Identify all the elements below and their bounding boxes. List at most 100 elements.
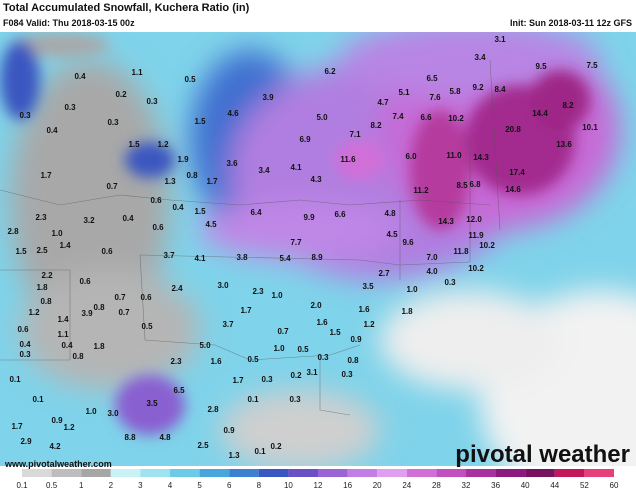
snowfall-value: 0.4 — [19, 340, 31, 349]
colorbar-swatch — [199, 469, 230, 477]
snowfall-value: 1.5 — [15, 247, 27, 256]
snowfall-value: 2.3 — [35, 213, 47, 222]
snowfall-value: 1.5 — [194, 117, 206, 126]
snowfall-value: 2.9 — [20, 437, 32, 446]
colorbar-label: 52 — [580, 481, 589, 490]
snowfall-value: 0.4 — [74, 72, 86, 81]
snowfall-value: 6.9 — [299, 135, 311, 144]
snowfall-value: 14.3 — [473, 153, 489, 162]
snowfall-value: 2.0 — [310, 301, 322, 310]
snowfall-value: 5.0 — [199, 341, 211, 350]
snowfall-value: 4.6 — [227, 109, 239, 118]
snowfall-value: 0.9 — [223, 426, 235, 435]
colorbar-label: 0.5 — [46, 481, 58, 490]
snowfall-value: 3.5 — [146, 399, 158, 408]
snowfall-value: 1.5 — [194, 207, 206, 216]
valid-time: F084 Valid: Thu 2018-03-15 00z — [3, 18, 135, 28]
snowfall-value: 2.8 — [7, 227, 19, 236]
snowfall-value: 10.2 — [479, 241, 495, 250]
snowfall-value: 1.4 — [59, 241, 71, 250]
snowfall-value: 3.7 — [163, 251, 175, 260]
snowfall-value: 11.9 — [468, 231, 484, 240]
snowfall-value: 6.2 — [324, 67, 336, 76]
snowfall-value: 4.5 — [386, 230, 398, 239]
colorbar-swatch — [406, 469, 437, 477]
snowfall-value: 4.7 — [377, 98, 389, 107]
snowfall-value: 3.6 — [226, 159, 238, 168]
colorbar-swatch — [110, 469, 141, 477]
snowfall-value: 1.7 — [40, 171, 52, 180]
snowfall-value: 2.5 — [36, 246, 48, 255]
snowfall-value: 1.0 — [85, 407, 97, 416]
snowfall-value: 0.3 — [341, 370, 353, 379]
snowfall-value: 1.3 — [228, 451, 240, 460]
snowfall-value: 13.6 — [556, 140, 572, 149]
snowfall-value: 3.4 — [258, 166, 270, 175]
snowfall-value: 7.0 — [426, 253, 438, 262]
snowfall-value: 8.8 — [124, 433, 136, 442]
snowfall-value: 0.6 — [152, 223, 164, 232]
snowfall-value: 1.7 — [206, 177, 218, 186]
colorbar-label: 36 — [491, 481, 500, 490]
snowfall-value: 4.3 — [310, 175, 322, 184]
snowfall-value: 12.0 — [466, 215, 482, 224]
snowfall-value: 6.8 — [469, 180, 481, 189]
snowfall-value: 0.1 — [9, 375, 21, 384]
snowfall-value: 2.5 — [197, 441, 209, 450]
snowfall-value: 0.3 — [317, 353, 329, 362]
snowfall-value: 1.8 — [401, 307, 413, 316]
colorbar-swatch — [229, 469, 259, 477]
snowfall-value: 0.5 — [297, 345, 309, 354]
snowfall-value: 0.7 — [114, 293, 126, 302]
snowfall-value: 1.4 — [57, 315, 69, 324]
snowfall-value: 3.8 — [236, 253, 248, 262]
snowfall-value: 4.8 — [159, 433, 171, 442]
snowfall-value: 1.2 — [63, 423, 75, 432]
snowfall-value: 0.9 — [51, 416, 63, 425]
colorbar-swatch — [525, 469, 555, 477]
snowfall-value: 0.1 — [32, 395, 44, 404]
snowfall-value: 4.5 — [205, 220, 217, 229]
snowfall-value: 0.5 — [247, 355, 259, 364]
colorbar-swatch — [466, 469, 496, 477]
colorbar-swatch — [347, 469, 378, 477]
snowfall-value: 1.0 — [51, 229, 63, 238]
colorbar-swatch — [258, 469, 289, 477]
snowfall-value: 1.7 — [232, 376, 244, 385]
colorbar-swatch — [436, 469, 466, 477]
snowfall-value: 3.2 — [83, 216, 95, 225]
colorbar-swatch — [554, 469, 585, 477]
snowfall-value: 10.1 — [582, 123, 598, 132]
snowfall-value: 0.8 — [93, 303, 105, 312]
colorbar-swatch — [288, 469, 318, 477]
colorbar-label: 6 — [227, 481, 232, 490]
snowfall-value: 7.1 — [349, 130, 361, 139]
snowfall-value: 17.4 — [509, 168, 525, 177]
snowfall-value: 0.6 — [101, 247, 113, 256]
snowfall-value: 0.3 — [19, 111, 31, 120]
snowfall-value: 6.5 — [173, 386, 185, 395]
snowfall-value: 6.6 — [420, 113, 432, 122]
colorbar-label: 16 — [343, 481, 352, 490]
snowfall-value: 0.4 — [172, 203, 184, 212]
snowfall-value: 0.6 — [140, 293, 152, 302]
colorbar-label: 1 — [79, 481, 84, 490]
colorbar-swatch — [584, 469, 614, 477]
colorbar-label: 0.1 — [16, 481, 28, 490]
snowfall-value: 14.3 — [438, 217, 454, 226]
snowfall-value: 1.3 — [164, 177, 176, 186]
snowfall-value: 0.2 — [290, 371, 302, 380]
snowfall-value: 6.4 — [250, 208, 262, 217]
snowfall-value: 14.6 — [505, 185, 521, 194]
colorbar-label: 5 — [197, 481, 202, 490]
snowfall-value: 6.0 — [405, 152, 417, 161]
init-time: Init: Sun 2018-03-11 12z GFS — [510, 18, 632, 28]
snowfall-value: 0.8 — [347, 356, 359, 365]
snowfall-value: 0.5 — [184, 75, 196, 84]
value-labels: 0.4 1.1 0.5 0.2 0.3 0.3 3.9 4.6 6.2 6.5 5.1 4.7 7.6 5… — [7, 35, 598, 460]
snowfall-value: 2.2 — [41, 271, 53, 280]
snowfall-value: 1.1 — [57, 330, 69, 339]
snowfall-value: 10.2 — [468, 264, 484, 273]
snowfall-value: 8.4 — [494, 85, 506, 94]
